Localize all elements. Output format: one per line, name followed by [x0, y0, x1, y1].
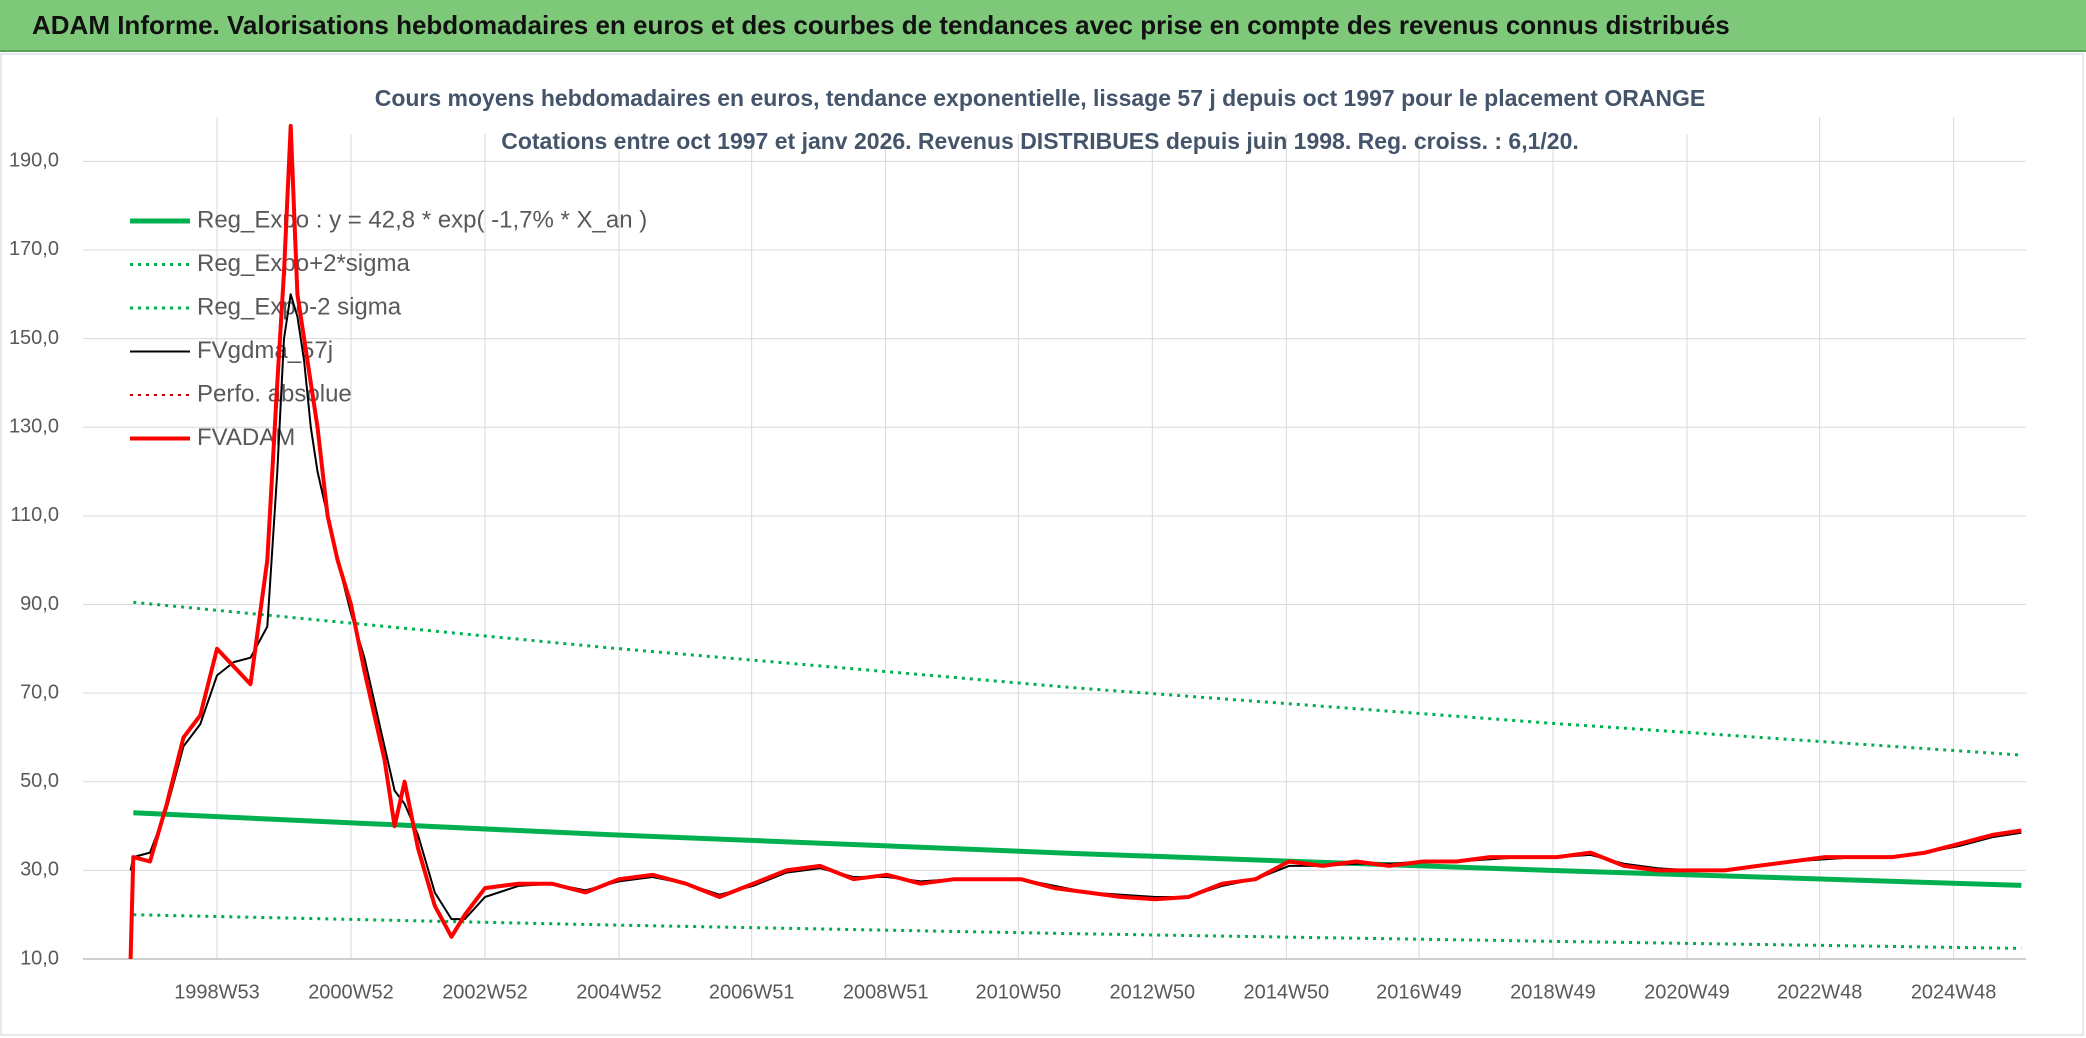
x-tick-label: 2016W49	[1376, 981, 1462, 1003]
header-bar: ADAM Informe. Valorisations hebdomadaire…	[0, 0, 2086, 52]
y-tick-label: 50,0	[20, 770, 59, 792]
x-tick-label: 2020W49	[1644, 981, 1730, 1003]
series-line	[128, 123, 2022, 960]
chart-frame	[0, 53, 2084, 1036]
series-line	[133, 913, 2022, 950]
series-line	[133, 600, 2022, 757]
x-tick-label: 2008W51	[843, 981, 929, 1003]
x-tick-label: 2024W48	[1911, 981, 1997, 1003]
header-title: ADAM Informe. Valorisations hebdomadaire…	[32, 10, 1730, 40]
x-tick-label: 2000W52	[308, 981, 394, 1003]
x-tick-label: 2004W52	[576, 981, 662, 1003]
x-tick-label: 2014W50	[1244, 981, 1330, 1003]
chart: 10,0 30,0 50,0 70,0 90,0 110,0 130,0 150,0 170,0…	[0, 53, 2084, 1036]
y-tick-label: 170,0	[9, 238, 59, 260]
y-tick-label: 150,0	[9, 327, 59, 349]
chart-title: Cours moyens hebdomadaires en euros, ten…	[375, 85, 1706, 111]
y-tick-label: 130,0	[9, 415, 59, 437]
x-tick-label: 2012W50	[1110, 981, 1196, 1003]
y-tick-label: 190,0	[9, 150, 59, 172]
legend-label: Reg_Expo+2*sigma	[197, 250, 410, 277]
x-tick-label: 1998W53	[174, 981, 260, 1003]
legend-label: FVgdma_57j	[197, 337, 333, 364]
x-tick-label: 2018W49	[1510, 981, 1596, 1003]
y-tick-label: 110,0	[10, 504, 59, 526]
y-tick-label: 70,0	[20, 681, 59, 703]
title-background	[340, 72, 1730, 134]
x-tick-label: 2022W48	[1777, 981, 1863, 1003]
x-tick-label: 2002W52	[442, 981, 528, 1003]
y-tick-label: 90,0	[20, 593, 59, 615]
y-tick-label: 30,0	[20, 859, 59, 881]
x-tick-label: 2010W50	[976, 981, 1062, 1003]
y-tick-label: 10,0	[20, 947, 59, 969]
x-tick-label: 2006W51	[709, 981, 795, 1003]
chart-subtitle: Cotations entre oct 1997 et janv 2026. R…	[501, 128, 1579, 154]
legend-label: Reg_Expo : y = 42,8 * exp( -1,7% * X_an …	[197, 206, 647, 233]
series-line	[133, 810, 2022, 888]
